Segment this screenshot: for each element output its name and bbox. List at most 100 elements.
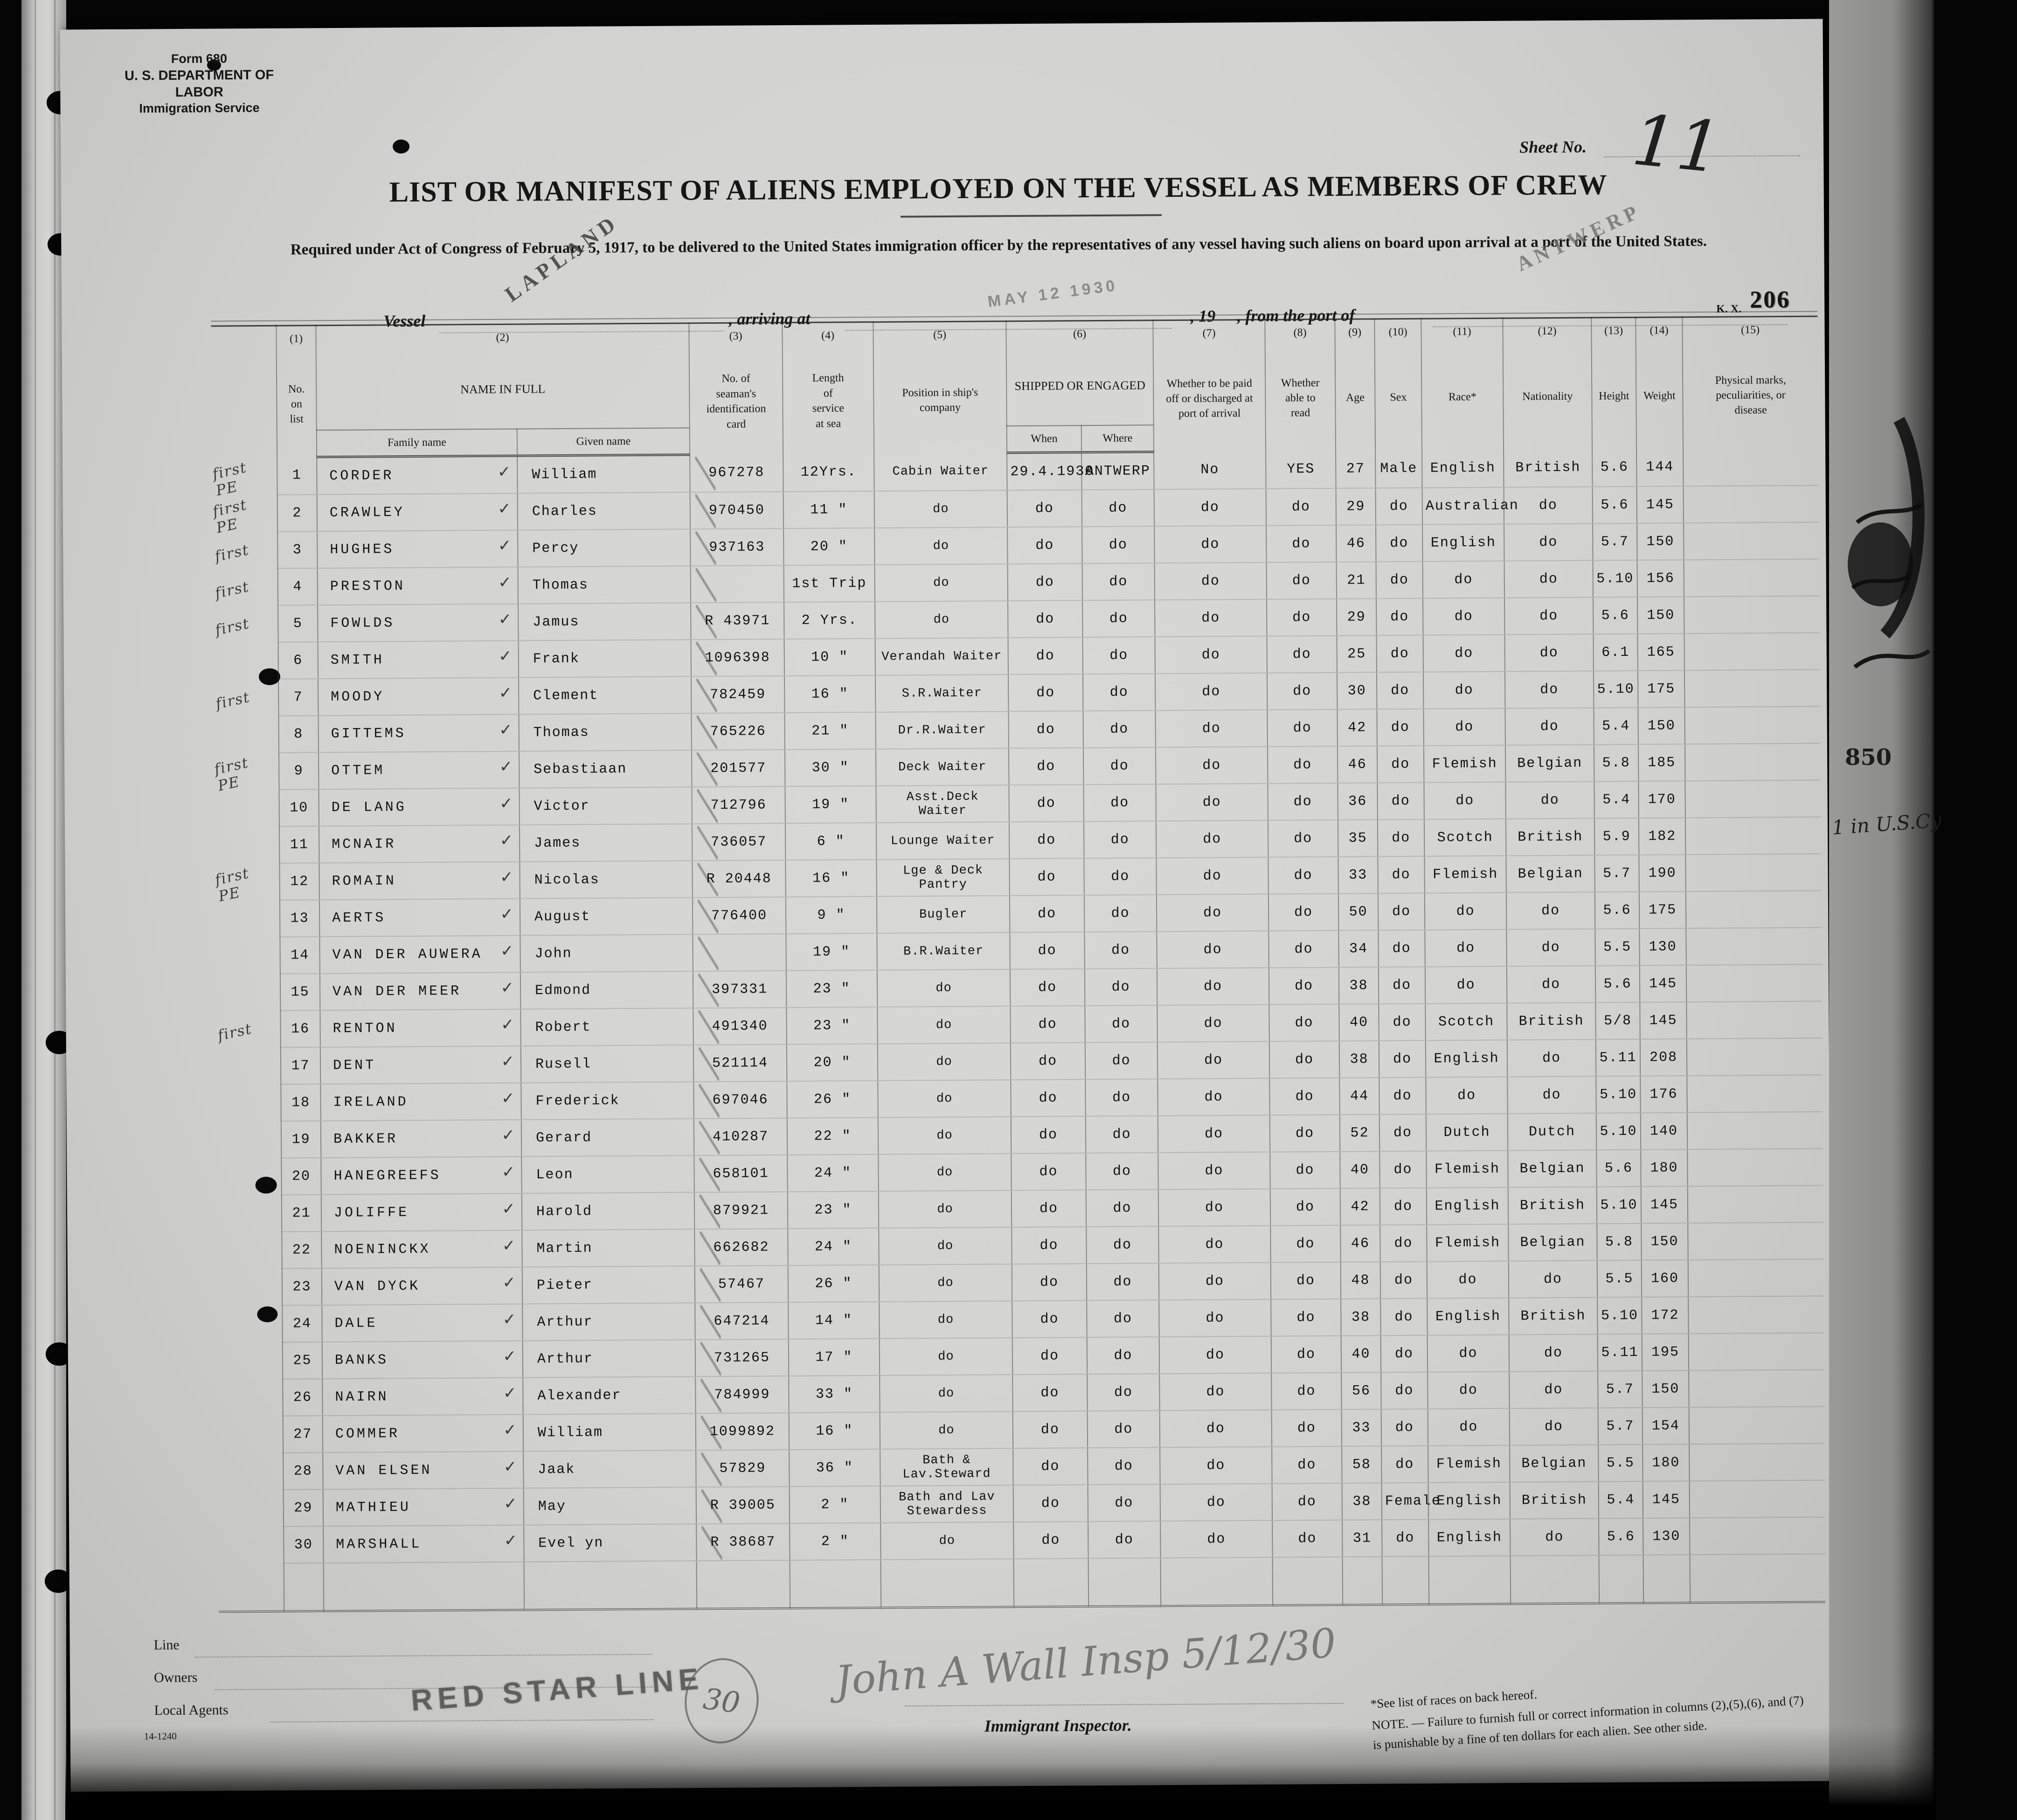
empty-cell bbox=[1428, 1556, 1511, 1605]
cell-age: 50 bbox=[1338, 893, 1379, 931]
cell-marks bbox=[1687, 1075, 1823, 1113]
cell-sex: do bbox=[1379, 1040, 1426, 1078]
cell-marks bbox=[1685, 854, 1821, 892]
cell-age: 29 bbox=[1337, 598, 1377, 636]
cell-weight: 140 bbox=[1640, 1112, 1688, 1150]
cell-where: do bbox=[1086, 1263, 1159, 1301]
cell-card: 1096398 bbox=[691, 639, 785, 677]
cell-position: do bbox=[878, 1080, 1011, 1118]
empty-cell bbox=[1643, 1555, 1691, 1603]
cell-position: do bbox=[880, 1375, 1013, 1412]
cell-height: 5.6 bbox=[1594, 891, 1640, 929]
cell-paid: do bbox=[1157, 1041, 1270, 1079]
cell-height: 5.6 bbox=[1592, 486, 1637, 524]
cell-no: 27 bbox=[283, 1416, 323, 1453]
cell-read: do bbox=[1266, 525, 1337, 563]
cell-service: 2 Yrs. bbox=[784, 601, 875, 639]
cell-read: do bbox=[1267, 709, 1338, 747]
cell-nationality: British bbox=[1504, 449, 1593, 487]
header-card-no: No. of seaman's identification card bbox=[689, 348, 783, 455]
cell-race: do bbox=[1428, 1371, 1510, 1409]
cell-when: do bbox=[1013, 1485, 1088, 1522]
cell-read: do bbox=[1267, 672, 1338, 710]
cell-marks bbox=[1685, 890, 1822, 929]
cell-no: 7 bbox=[278, 679, 319, 716]
cell-family: IRELAND bbox=[320, 1083, 521, 1121]
cell-card: R 43971 bbox=[691, 602, 784, 640]
cell-position: Verandah Waiter bbox=[875, 638, 1008, 675]
cell-race: Flemish bbox=[1428, 1445, 1510, 1483]
cell-service: 30 " bbox=[784, 749, 876, 787]
cell-service: 23 " bbox=[787, 1191, 879, 1229]
empty-cell bbox=[1342, 1556, 1383, 1605]
cell-sex: do bbox=[1377, 709, 1424, 746]
cell-given: Martin bbox=[522, 1229, 695, 1267]
cell-service: 16 " bbox=[789, 1412, 880, 1450]
cell-given: William bbox=[523, 1413, 696, 1452]
cell-weight: 172 bbox=[1642, 1297, 1689, 1334]
cell-given: Evel yn bbox=[524, 1524, 697, 1562]
form-number: Form 680 bbox=[171, 51, 228, 66]
line-blank bbox=[194, 1638, 652, 1658]
cell-age: 38 bbox=[1341, 1299, 1381, 1336]
cell-service: 36 " bbox=[789, 1449, 880, 1487]
colnum-10: (10) bbox=[1374, 319, 1421, 345]
line-label: Line bbox=[153, 1637, 180, 1653]
cell-sex: do bbox=[1379, 1114, 1427, 1152]
cell-paid: do bbox=[1155, 636, 1268, 674]
cell-when: do bbox=[1010, 969, 1085, 1007]
header-race: Race* bbox=[1421, 344, 1504, 451]
cell-where: do bbox=[1081, 489, 1155, 527]
paper-crease bbox=[35, 0, 36, 1820]
cell-race: do bbox=[1423, 671, 1505, 709]
cell-where: do bbox=[1082, 674, 1156, 711]
cell-age: 38 bbox=[1339, 1041, 1379, 1078]
cell-where: do bbox=[1083, 821, 1157, 859]
cell-read: do bbox=[1270, 1188, 1341, 1226]
cell-position: do bbox=[878, 1117, 1012, 1154]
cell-given: Thomas bbox=[518, 566, 691, 604]
cell-marks bbox=[1686, 1038, 1823, 1076]
cell-race: do bbox=[1428, 1408, 1510, 1446]
header-given-name: Given name bbox=[517, 428, 690, 456]
cell-read: do bbox=[1269, 1004, 1339, 1042]
cell-given: Clement bbox=[518, 676, 692, 715]
cell-no: 12 bbox=[279, 863, 319, 900]
cell-age: 35 bbox=[1338, 820, 1378, 857]
cell-no: 16 bbox=[280, 1010, 320, 1048]
cell-card: R 38687 bbox=[696, 1523, 790, 1561]
cell-height: 5.10 bbox=[1593, 670, 1638, 708]
cell-age: 30 bbox=[1337, 672, 1377, 709]
cell-where: do bbox=[1083, 710, 1156, 748]
cell-paid: do bbox=[1160, 1520, 1273, 1558]
colnum-9: (9) bbox=[1335, 319, 1375, 345]
cell-weight: 150 bbox=[1637, 523, 1684, 560]
colnum-1: (1) bbox=[276, 325, 316, 352]
cell-card: 967278 bbox=[690, 454, 783, 493]
cell-position: Dr.R.Waiter bbox=[875, 711, 1009, 749]
cell-weight: 160 bbox=[1641, 1260, 1689, 1297]
adjacent-page-edge bbox=[21, 0, 66, 1820]
header-age: Age bbox=[1335, 345, 1376, 451]
cell-given: Jaak bbox=[523, 1450, 696, 1488]
ink-speck bbox=[392, 139, 410, 154]
form-id-block: Form 680 U. S. DEPARTMENT OF LABOR Immig… bbox=[101, 50, 298, 117]
cell-when: do bbox=[1011, 1116, 1086, 1154]
cell-height: 5.9 bbox=[1594, 818, 1639, 855]
cell-where: do bbox=[1088, 1447, 1160, 1485]
cell-weight: 185 bbox=[1638, 744, 1685, 781]
cell-age: 27 bbox=[1336, 450, 1376, 488]
cell-race: Scotch bbox=[1424, 819, 1506, 856]
cell-read: do bbox=[1271, 1372, 1342, 1410]
empty-cell bbox=[1382, 1556, 1429, 1605]
cell-given: Nicolas bbox=[520, 861, 693, 899]
cell-nationality: do bbox=[1506, 966, 1596, 1003]
cell-race: do bbox=[1427, 1334, 1510, 1372]
manifest-page: Form 680 U. S. DEPARTMENT OF LABOR Immig… bbox=[60, 19, 1834, 1792]
cell-age: 46 bbox=[1340, 1225, 1380, 1262]
cell-race: English bbox=[1428, 1519, 1511, 1556]
cell-given: Sebastiaan bbox=[519, 750, 692, 788]
cell-where: do bbox=[1083, 747, 1156, 785]
cell-height: 5.8 bbox=[1594, 744, 1639, 782]
